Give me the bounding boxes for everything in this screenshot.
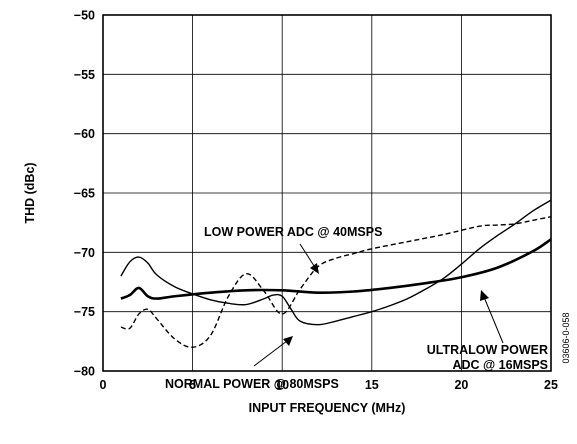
x-axis-label: INPUT FREQUENCY (MHz): [249, 401, 406, 415]
plot-frame: [102, 14, 552, 372]
normal-power-line: [120, 238, 552, 300]
x-tick-label: 10: [275, 378, 289, 392]
y-tick-label: −80: [74, 365, 95, 379]
annotation-normal-power: NORMAL POWER @ 80MSPS: [165, 377, 339, 391]
annotations: LOW POWER ADC @ 40MSPS NORMAL POWER @ 80…: [165, 225, 548, 391]
arrow-low-power-line: [299, 243, 317, 270]
ultralow-power-line: [120, 199, 552, 326]
series-group: [120, 199, 552, 348]
y-tick-label: −60: [74, 127, 95, 141]
tick-labels: 0 5 10 15 20 25 −80 −75 −70 −65 −60 −55 −50: [74, 9, 558, 393]
low-power-line: [120, 216, 552, 348]
x-tick-label: 25: [544, 378, 558, 392]
annotation-low-power: LOW POWER ADC @ 40MSPS: [204, 225, 382, 239]
figure-code: 03606-0-058: [561, 312, 571, 363]
arrow-normal-power-head: [283, 336, 293, 346]
grid: [102, 14, 552, 372]
x-tick-label: 0: [100, 378, 107, 392]
y-tick-label: −50: [74, 9, 95, 23]
y-tick-label: −75: [74, 305, 95, 319]
y-axis-label: THD (dBc): [23, 162, 37, 223]
arrow-ultralow-power-line: [483, 296, 504, 344]
x-tick-label: 15: [365, 378, 379, 392]
annotation-ultralow-power-line1: ULTRALOW POWER: [427, 343, 548, 357]
y-tick-label: −55: [74, 68, 95, 82]
arrow-normal-power-line: [253, 340, 288, 367]
y-tick-label: −65: [74, 187, 95, 201]
y-tick-label: −70: [74, 246, 95, 260]
arrow-low-power-head: [310, 263, 319, 274]
annotation-ultralow-power-line2: ADC @ 16MSPS: [452, 358, 548, 372]
x-tick-label: 20: [454, 378, 468, 392]
arrow-ultralow-power-head: [480, 290, 489, 301]
x-tick-label: 5: [189, 378, 196, 392]
